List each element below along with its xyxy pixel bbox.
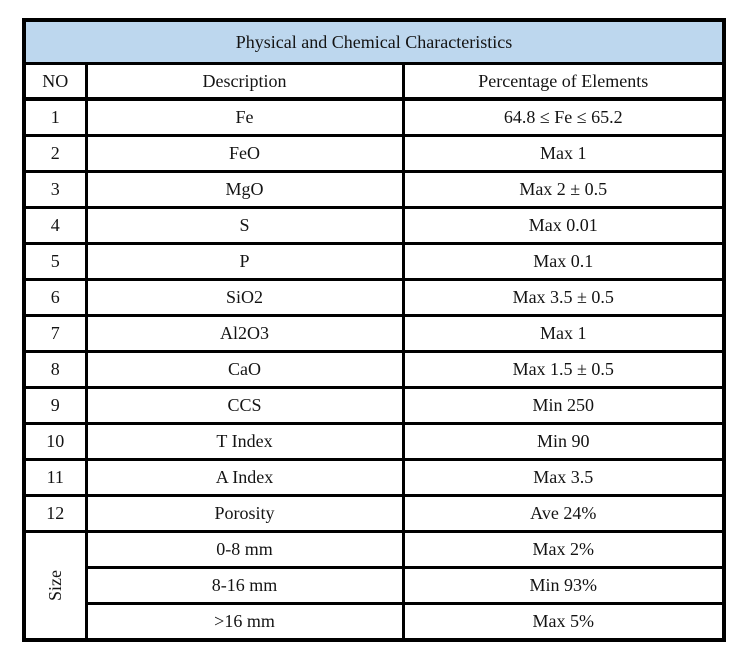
- row-number-cell: 9: [22, 386, 88, 425]
- description-cell: CCS: [84, 386, 405, 425]
- description-cell: 8-16 mm: [84, 566, 405, 605]
- header-row: NO Description Percentage of Elements: [22, 62, 726, 101]
- table-row: 3 MgO Max 2 ± 0.5: [22, 170, 726, 209]
- value-cell: Max 2%: [401, 530, 726, 569]
- row-number-cell: 3: [22, 170, 88, 209]
- description-cell: CaO: [84, 350, 405, 389]
- description-cell: Fe: [84, 97, 405, 137]
- description-cell: S: [84, 206, 405, 245]
- column-header-description: Description: [84, 62, 405, 101]
- characteristics-table: Physical and Chemical Characteristics NO…: [22, 18, 726, 642]
- table-row: 8 CaO Max 1.5 ± 0.5: [22, 350, 726, 389]
- size-row: Size 0-8 mm Max 2%: [22, 530, 726, 642]
- table-row: 7 Al2O3 Max 1: [22, 314, 726, 353]
- description-cell: SiO2: [84, 278, 405, 317]
- description-cell: 0-8 mm: [84, 530, 405, 569]
- table-row: 4 S Max 0.01: [22, 206, 726, 245]
- description-cell: MgO: [84, 170, 405, 209]
- value-cell: Ave 24%: [401, 494, 726, 533]
- table-row: 5 P Max 0.1: [22, 242, 726, 281]
- table-row: 6 SiO2 Max 3.5 ± 0.5: [22, 278, 726, 317]
- description-cell: P: [84, 242, 405, 281]
- row-number-cell: 1: [22, 97, 88, 137]
- column-header-no: NO: [22, 62, 88, 101]
- table-title: Physical and Chemical Characteristics: [22, 18, 726, 65]
- table-row: 1 Fe 64.8 ≤ Fe ≤ 65.2: [22, 97, 726, 137]
- description-cell: A Index: [84, 458, 405, 497]
- description-cell: T Index: [84, 422, 405, 461]
- value-cell: Max 2 ± 0.5: [401, 170, 726, 209]
- table-row: 11 A Index Max 3.5: [22, 458, 726, 497]
- row-number-cell: 2: [22, 134, 88, 173]
- row-number-cell: 6: [22, 278, 88, 317]
- table-row: 10 T Index Min 90: [22, 422, 726, 461]
- row-number-cell: 7: [22, 314, 88, 353]
- row-number-cell: 5: [22, 242, 88, 281]
- row-number-cell: 4: [22, 206, 88, 245]
- size-label: Size: [44, 570, 65, 601]
- description-cell: Porosity: [84, 494, 405, 533]
- value-cell: Max 1.5 ± 0.5: [401, 350, 726, 389]
- size-row: 8-16 mm Min 93%: [24, 566, 726, 605]
- value-cell: Min 93%: [401, 566, 726, 605]
- value-cell: Max 3.5 ± 0.5: [401, 278, 726, 317]
- table-row: 9 CCS Min 250: [22, 386, 726, 425]
- table-row: 2 FeO Max 1: [22, 134, 726, 173]
- value-cell: Min 90: [401, 422, 726, 461]
- description-cell: Al2O3: [84, 314, 405, 353]
- value-cell: Max 5%: [401, 602, 726, 642]
- column-header-percentage: Percentage of Elements: [401, 62, 726, 101]
- description-cell: >16 mm: [84, 602, 405, 642]
- title-row: Physical and Chemical Characteristics: [22, 18, 726, 65]
- value-cell: Max 1: [401, 314, 726, 353]
- size-section-label-cell: Size: [22, 530, 88, 642]
- value-cell: Max 0.1: [401, 242, 726, 281]
- value-cell: Max 1: [401, 134, 726, 173]
- row-number-cell: 11: [22, 458, 88, 497]
- value-cell: Max 0.01: [401, 206, 726, 245]
- row-number-cell: 12: [22, 494, 88, 533]
- value-cell: 64.8 ≤ Fe ≤ 65.2: [401, 97, 726, 137]
- size-row: >16 mm Max 5%: [24, 602, 726, 642]
- table-row: 12 Porosity Ave 24%: [22, 494, 726, 533]
- value-cell: Max 3.5: [401, 458, 726, 497]
- row-number-cell: 8: [22, 350, 88, 389]
- description-cell: FeO: [84, 134, 405, 173]
- value-cell: Min 250: [401, 386, 726, 425]
- row-number-cell: 10: [22, 422, 88, 461]
